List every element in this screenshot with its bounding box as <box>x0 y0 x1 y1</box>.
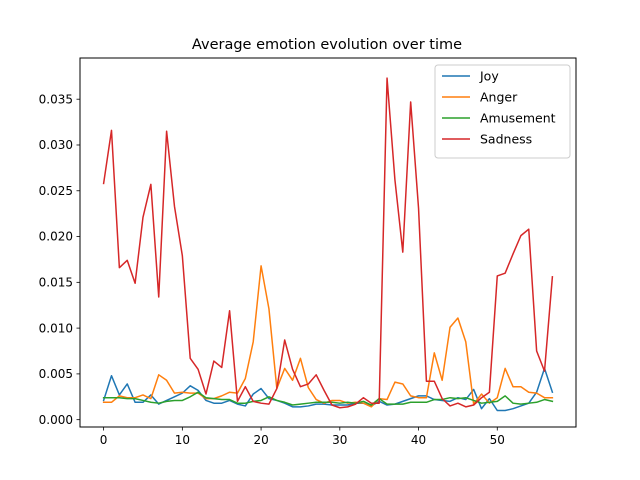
y-axis: 0.000 0.005 0.010 0.015 0.020 0.025 0.030 0.035 <box>39 92 80 427</box>
series-line-sadness <box>102 77 554 409</box>
y-tick-label: 0.030 <box>39 138 73 152</box>
x-tick-label: 10 <box>175 433 190 447</box>
y-tick-label: 0.000 <box>39 413 73 427</box>
series-line-joy <box>102 367 554 412</box>
legend-label-joy: Joy <box>479 69 499 84</box>
series-line-anger <box>102 265 554 408</box>
legend-label-sadness: Sadness <box>480 132 532 147</box>
legend-label-amusement: Amusement <box>480 111 556 126</box>
y-tick-label: 0.020 <box>39 230 73 244</box>
y-tick-label: 0.015 <box>39 276 73 290</box>
y-tick-label: 0.010 <box>39 321 73 335</box>
x-tick-label: 20 <box>253 433 268 447</box>
y-tick-label: 0.005 <box>39 367 73 381</box>
chart-title: Average emotion evolution over time <box>192 37 462 53</box>
plot-area <box>102 77 554 412</box>
legend: Joy Anger Amusement Sadness <box>434 64 571 159</box>
x-tick-label: 50 <box>490 433 505 447</box>
y-tick-label: 0.035 <box>39 92 73 106</box>
plot-frame <box>79 57 577 428</box>
x-tick-label: 0 <box>100 433 108 447</box>
y-tick-label: 0.025 <box>39 184 73 198</box>
x-tick-label: 30 <box>332 433 347 447</box>
legend-label-anger: Anger <box>480 90 518 105</box>
x-tick-label: 40 <box>411 433 426 447</box>
legend-box <box>434 64 571 159</box>
x-axis: 0 10 20 30 40 50 <box>100 427 505 447</box>
